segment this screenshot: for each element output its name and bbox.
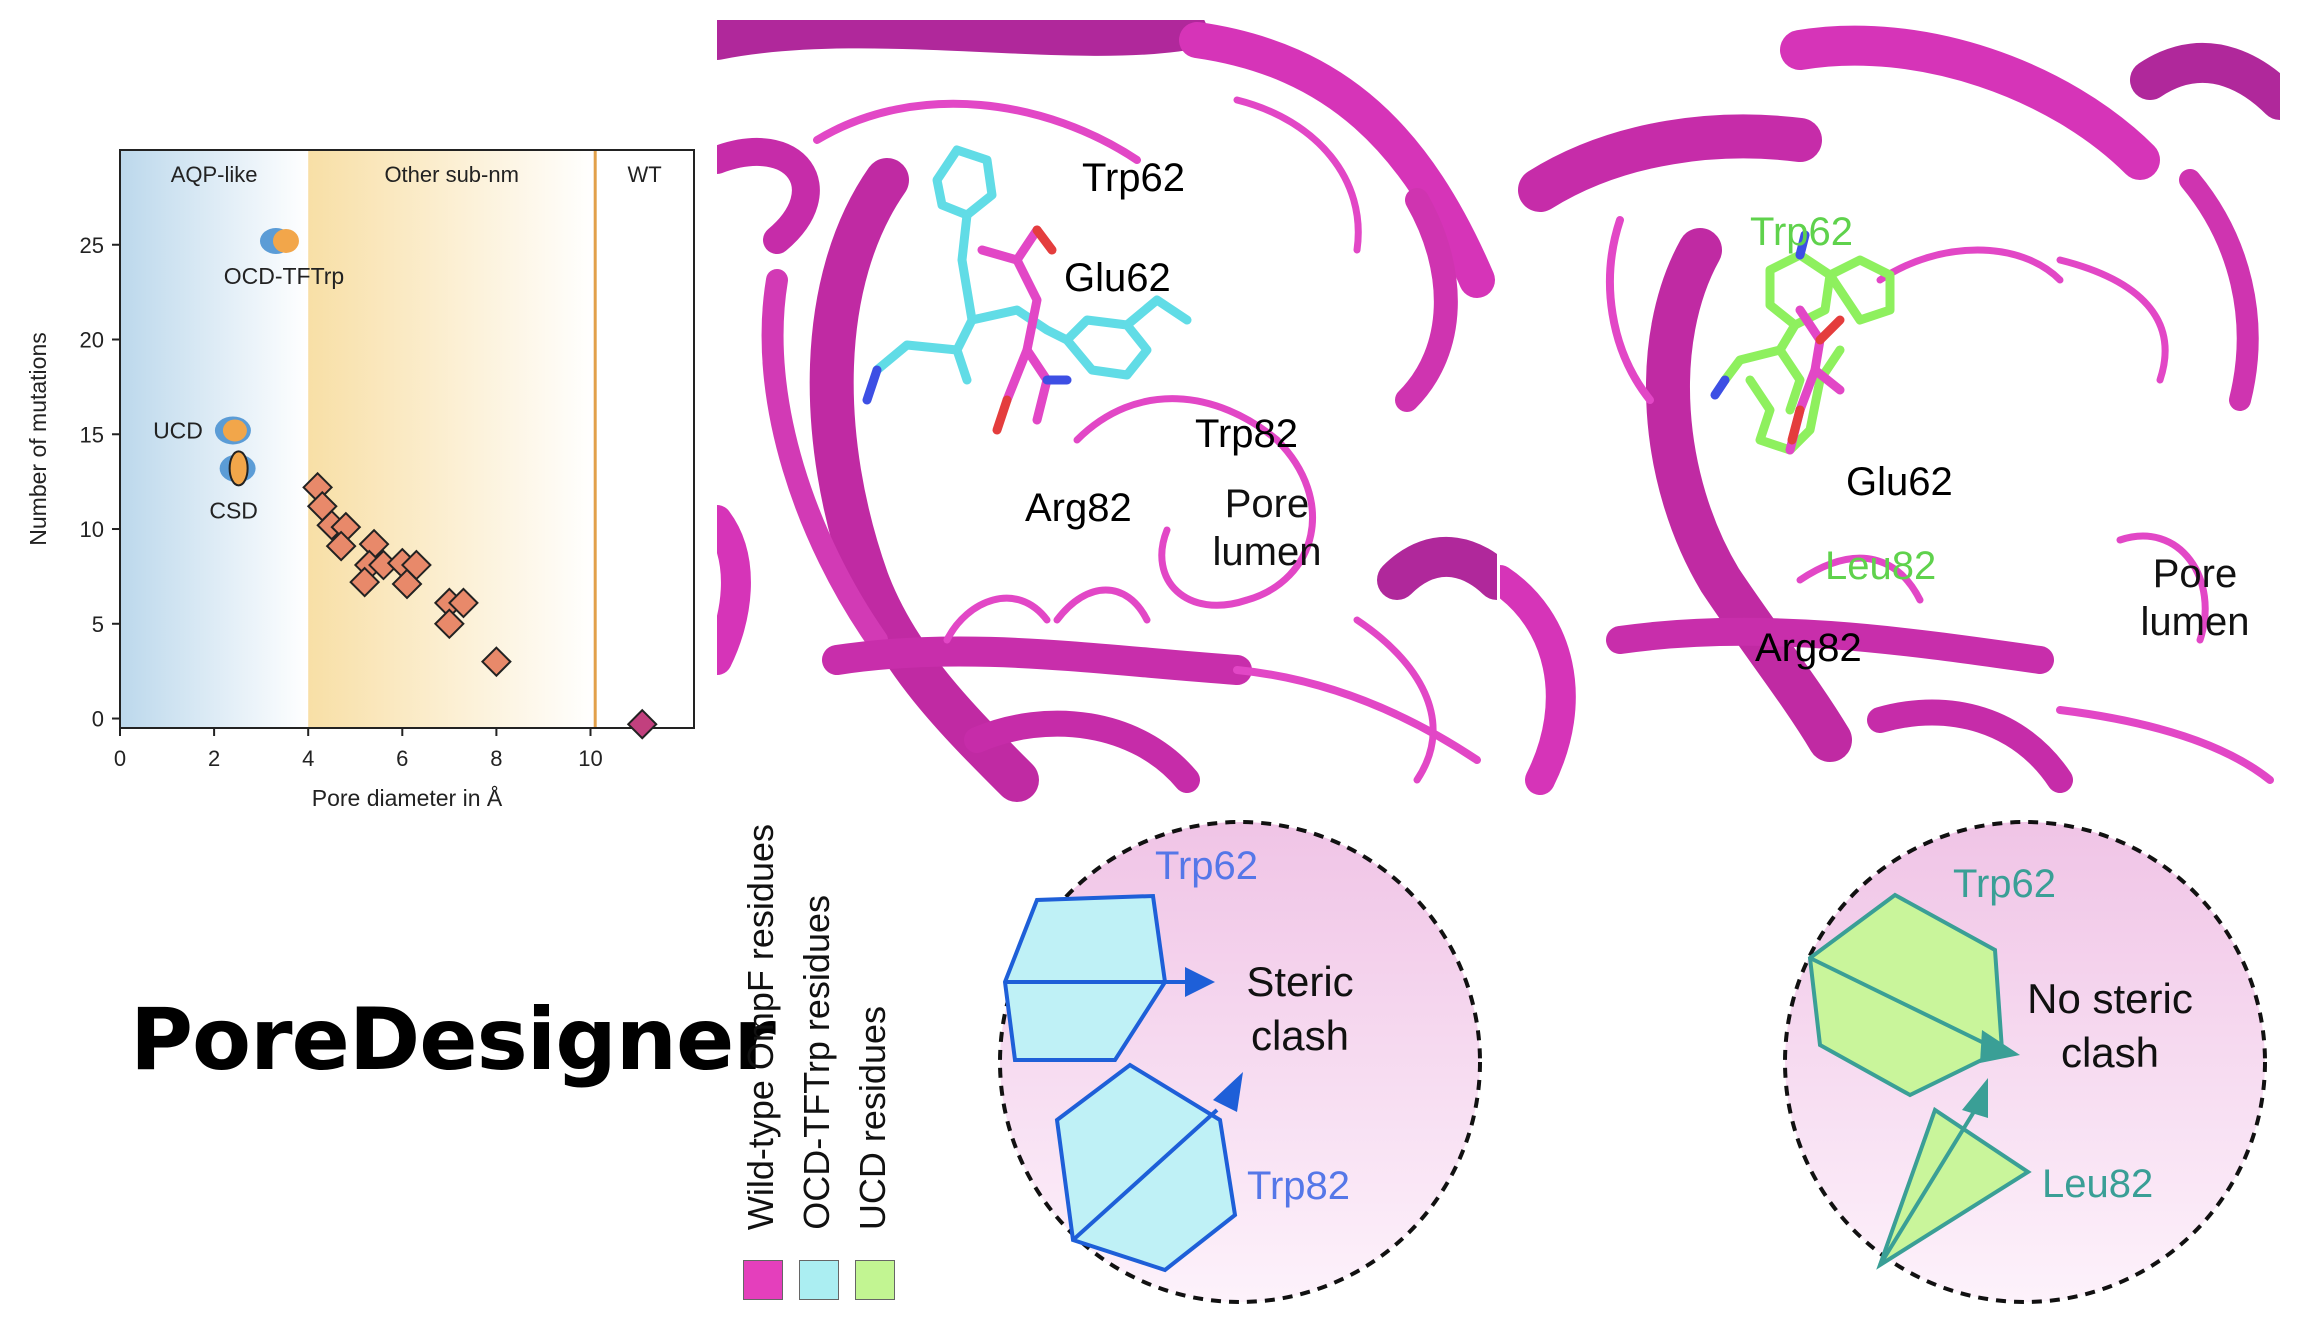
legend-label-ucd: UCD residues [852,1005,893,1230]
y-tick-label: 25 [80,233,104,258]
data-point-csd-core [228,450,249,487]
x-axis-label: Pore diameter in Å [312,784,503,811]
lumen-line-2: lumen [2140,600,2250,644]
steric-clash-note: Steric clash [1215,955,1385,1063]
label-glu62: Glu62 [1064,256,1171,300]
clash-label-leu82: Leu82 [2042,1162,2154,1206]
legend-swatch-wildtype [743,1260,783,1300]
y-tick-label: 20 [80,328,104,353]
data-point-ocd-tftrp-core [272,228,299,253]
scatter-chart: AQP-like Other sub-nm WT 0 2 4 6 8 10 0 5 10 15 20 25 P… [0,0,720,835]
x-tick-label: 6 [396,746,408,771]
label-glu62: Glu62 [1846,460,1953,504]
y-axis-label: Number of mutations [25,332,51,545]
label-trp82: Trp82 [1195,412,1299,456]
legend-label-wildtype: Wild-type OmpF residues [740,823,781,1230]
plot-frame [119,149,695,729]
note-line-2: clash [1250,1012,1350,1059]
data-point-diamond [448,587,479,619]
x-tick-label: 4 [302,746,314,771]
legend-label-ocd: OCD-TFTrp residues [796,895,837,1230]
trp62-ring-shape [1807,892,2020,1098]
clash-label-trp62: Trp62 [1155,844,1259,888]
data-point-diamond [325,530,357,562]
region-label: Other sub-nm [384,162,519,187]
note-line-1: Steric [1246,958,1354,1005]
region-band [595,150,694,728]
legend-swatch-ocd [799,1260,839,1300]
pore-lumen-label: Pore lumen [2115,550,2275,646]
pore-lumen-label: Pore lumen [1182,480,1352,576]
x-tick-label: 0 [114,746,126,771]
clash-label-trp82: Trp82 [1247,1164,1351,1208]
clash-circle-graphic [1783,820,2267,1304]
lumen-line-1: Pore [2152,552,2238,596]
no-steric-clash-note: No steric clash [1995,972,2225,1080]
residue-legend: Wild-type OmpF residues OCD-TFTrp residu… [730,770,900,1300]
data-point-diamond [433,608,465,640]
no-steric-clash-diagram: Trp62 Leu82 No steric clash [1770,810,2280,1320]
trp62-ring-shape [1002,893,1215,1062]
data-point-wildtype [626,708,658,740]
label-arg82: Arg82 [1755,626,1862,670]
clash-circle-graphic [998,820,1482,1304]
region-band [308,150,596,728]
region-label: WT [627,162,661,187]
molecular-view-ucd: Trp62 Glu62 Leu82 Arg82 Pore lumen [1500,20,2280,802]
y-tick-label: 5 [92,612,104,637]
steric-clash-diagram: Trp62 Trp82 Steric clash [985,810,1495,1320]
leu82-cone-shape [1876,1078,2032,1270]
x-tick-label: 2 [208,746,220,771]
note-line-1: No steric [2027,975,2193,1022]
data-point-diamond [480,646,512,678]
brand-title: PoreDesigner [130,990,776,1090]
protein-ribbon-illustration [1500,20,2280,802]
label-trp62: Trp62 [1750,210,1854,254]
note-line-2: clash [2060,1029,2160,1076]
x-tick-label: 8 [490,746,502,771]
data-point-ucd-core [222,419,247,442]
y-tick-label: 0 [92,707,104,732]
x-tick-label: 10 [578,746,602,771]
point-label-ocd-tftrp: OCD-TFTrp [224,263,345,289]
data-point-diamond [391,568,423,600]
legend-swatch-ucd [855,1260,895,1300]
label-trp62: Trp62 [1082,156,1186,200]
trp82-ring-shape [1054,1062,1243,1273]
scatter-plot: AQP-like Other sub-nm WT 0 2 4 6 8 10 0 5 10 15 20 25 P… [25,149,695,811]
lumen-line-2: lumen [1212,530,1322,574]
y-tick-label: 15 [80,422,104,447]
lumen-line-1: Pore [1224,482,1310,526]
label-leu82: Leu82 [1825,544,1937,588]
y-tick-label: 10 [80,517,104,542]
label-arg82: Arg82 [1025,486,1132,530]
region-label: AQP-like [171,162,258,187]
molecular-view-ocd: Trp62 Glu62 Trp82 Arg82 Pore lumen [717,20,1497,802]
clash-label-trp62: Trp62 [1953,862,2057,906]
protein-ribbon-illustration [717,20,1497,802]
data-point-diamond [349,566,381,598]
point-label-ucd: UCD [153,417,203,443]
point-label-csd: CSD [209,497,258,523]
